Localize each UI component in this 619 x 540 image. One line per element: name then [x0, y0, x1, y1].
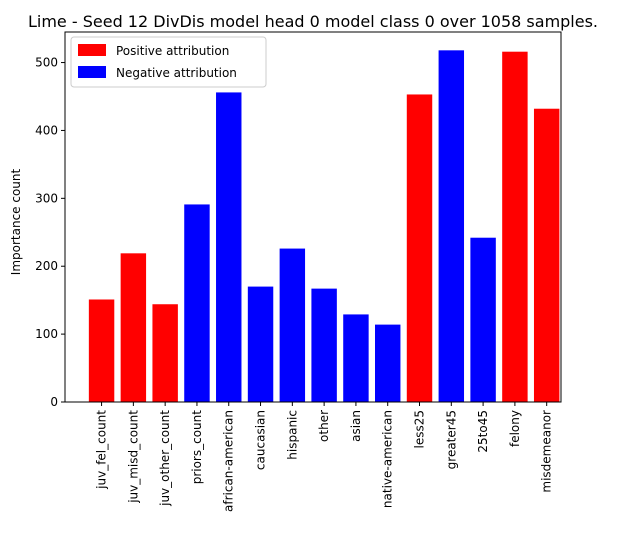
x-tick-label: juv_other_count	[158, 410, 172, 507]
bar-asian	[343, 314, 369, 402]
bar-priors_count	[184, 204, 210, 402]
bars-group	[88, 50, 560, 403]
bar-hispanic	[279, 248, 306, 402]
bar-25to45	[470, 237, 496, 402]
bar-less25	[406, 94, 433, 403]
y-tick-label: 200	[35, 259, 58, 273]
x-axis-ticks: juv_fel_count juv_misd_count juv_other_cou…	[95, 402, 554, 512]
legend: Positive attribution Negative attributio…	[70, 36, 267, 88]
legend-swatch-positive	[78, 44, 106, 56]
y-axis-ticks: 0 100 200 300 400 500	[35, 56, 65, 409]
x-tick-label: native-american	[381, 410, 395, 508]
legend-label-positive: Positive attribution	[116, 44, 229, 58]
y-tick-label: 500	[35, 56, 58, 70]
y-tick-label: 100	[35, 327, 58, 341]
bar-caucasian	[247, 286, 274, 402]
x-tick-label: caucasian	[254, 410, 268, 470]
x-tick-label: greater45	[444, 410, 458, 469]
x-tick-label: juv_misd_count	[126, 410, 140, 504]
y-axis-label: Importance count	[9, 168, 23, 275]
bar-african-american	[216, 92, 242, 403]
bar-juv_fel_count	[88, 299, 115, 402]
x-tick-label: less25	[413, 410, 427, 449]
bar-greater45	[438, 50, 465, 402]
x-tick-label: other	[317, 410, 331, 442]
y-tick-label: 400	[35, 123, 58, 137]
plot-frame	[64, 31, 562, 403]
x-tick-label: hispanic	[285, 410, 299, 460]
legend-swatch-negative	[78, 66, 106, 78]
x-tick-label: misdemeanor	[540, 410, 554, 493]
x-tick-label: felony	[508, 410, 522, 447]
legend-label-negative: Negative attribution	[116, 66, 237, 80]
legend-box	[70, 36, 267, 88]
y-tick-label: 0	[50, 395, 58, 409]
x-tick-label: asian	[349, 410, 363, 442]
x-tick-label: juv_fel_count	[95, 410, 109, 490]
x-tick-label: 25to45	[476, 410, 490, 453]
bar-juv_misd_count	[120, 253, 147, 402]
chart-title: Lime - Seed 12 DivDis model head 0 model…	[28, 12, 598, 31]
bar-native-american	[375, 324, 401, 402]
x-tick-label: african-american	[222, 410, 236, 512]
bar-misdemeanor	[533, 108, 560, 402]
x-tick-label: priors_count	[190, 410, 204, 485]
bar-felony	[502, 51, 528, 402]
bar-other	[311, 288, 337, 402]
y-tick-label: 300	[35, 191, 58, 205]
bar-juv_other_count	[152, 304, 178, 402]
